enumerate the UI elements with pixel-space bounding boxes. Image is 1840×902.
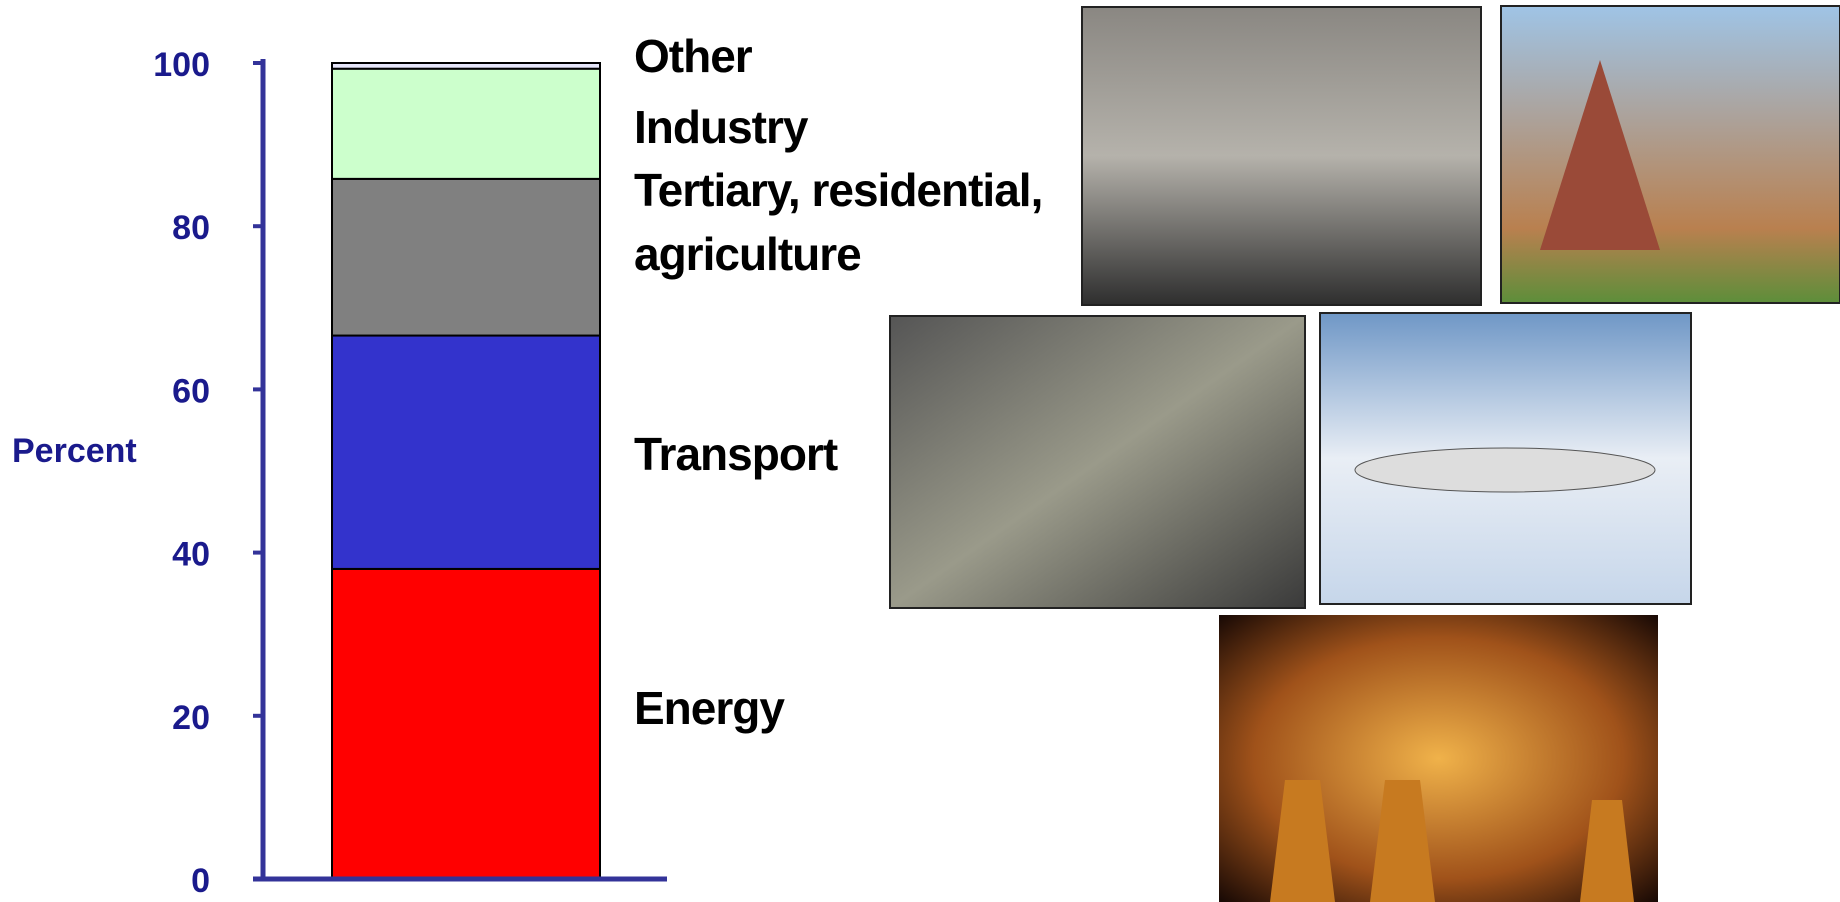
y-tick-label: 100 [153,46,210,84]
bar-segment [332,569,600,879]
legend-label: Transport [634,422,1054,486]
page: {"chart_data": {"type": "bar", "categori… [0,0,1840,902]
photo-house [1501,6,1840,303]
legend-label: Industry [634,95,1054,159]
bar-segment [332,63,600,69]
y-tick-label: 60 [172,372,210,410]
bar-segment [332,69,600,179]
bar-segment [332,179,600,336]
bar-segment [332,336,600,569]
legend-label: Tertiary, residential, agriculture [634,158,1054,286]
y-axis-label: Percent [12,432,137,470]
y-tick-label: 20 [172,699,210,737]
legend-label: Energy [634,676,1054,740]
y-tick-label: 0 [191,862,210,900]
y-tick-label: 40 [172,536,210,574]
legend-label: Other [634,24,1054,88]
photo-industry [1082,7,1481,305]
photo-plane-shape [1355,448,1655,492]
y-tick-label: 80 [172,209,210,247]
